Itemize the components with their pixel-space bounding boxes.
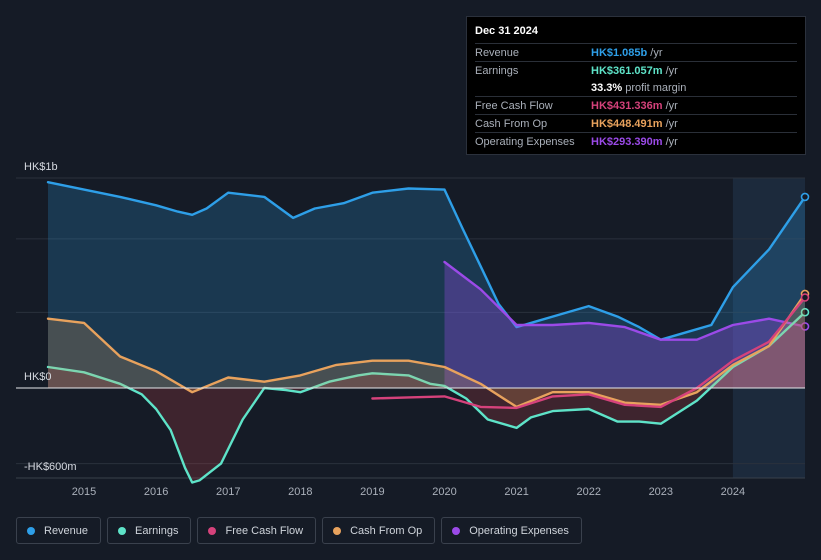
- legend: Revenue Earnings Free Cash Flow Cash Fro…: [16, 517, 582, 544]
- tooltip-row-earnings: Earnings HK$361.057m /yr: [475, 61, 797, 79]
- legend-free-cash-flow[interactable]: Free Cash Flow: [197, 517, 317, 544]
- x-tick-label: 2022: [576, 486, 600, 498]
- legend-dot-icon: [452, 526, 461, 535]
- revenue-line: [46, 181, 807, 341]
- legend-label: Earnings: [135, 524, 179, 537]
- x-tick-label: 2016: [144, 486, 168, 498]
- tooltip-date: Dec 31 2024: [475, 25, 538, 37]
- legend-cash-from-op[interactable]: Cash From Op: [322, 517, 436, 544]
- tooltip-value: HK$448.491m: [591, 117, 663, 130]
- x-tick-label: 2020: [432, 486, 456, 498]
- x-tick-label: 2024: [721, 486, 745, 498]
- tooltip-unit: /yr: [665, 117, 678, 130]
- legend-dot-icon: [333, 526, 342, 535]
- operating-expenses-line: [443, 260, 807, 341]
- x-tick-label: 2017: [216, 486, 240, 498]
- tooltip-label: Earnings: [475, 64, 519, 77]
- earnings-line: [46, 311, 807, 484]
- tooltip-unit: /yr: [650, 46, 663, 59]
- legend-earnings[interactable]: Earnings: [107, 517, 192, 544]
- tooltip-label: Cash From Op: [475, 117, 548, 130]
- tooltip-unit: /yr: [665, 99, 678, 112]
- tooltip-label: Free Cash Flow: [475, 99, 553, 112]
- legend-dot-icon: [27, 526, 35, 535]
- tooltip-row-cfo: Cash From Op HK$448.491m /yr: [475, 114, 797, 132]
- earnings-area: [48, 312, 805, 483]
- operating-expenses-end-point: [800, 322, 810, 331]
- revenue-area: [48, 182, 805, 388]
- legend-label: Operating Expenses: [469, 524, 569, 537]
- free-cash-flow-end-point: [800, 293, 810, 302]
- tooltip-unit: /yr: [665, 135, 678, 148]
- tooltip-value: HK$293.390m: [591, 135, 663, 148]
- y-axis-label: HK$1b: [24, 161, 58, 173]
- legend-label: Revenue: [44, 524, 89, 537]
- tooltip-label: Revenue: [475, 46, 520, 59]
- tooltip-value: HK$361.057m: [591, 64, 663, 77]
- earnings-end-point: [800, 307, 810, 317]
- x-tick-label: 2015: [72, 486, 96, 498]
- tooltip-row-revenue: Revenue HK$1.085b /yr: [475, 43, 797, 61]
- tooltip-row-fcf: Free Cash Flow HK$431.336m /yr: [475, 96, 797, 114]
- tooltip-value: 33.3%: [591, 81, 623, 94]
- free-cash-flow-line: [371, 296, 807, 410]
- highlight-band: [732, 178, 805, 478]
- tooltip-unit: profit margin: [625, 81, 687, 94]
- tooltip-row-margin: 33.3% profit margin: [475, 79, 797, 96]
- chart: HK$1b HK$0 -HK$600m 2015 2016 2017 2018 2019 202…: [16, 161, 810, 498]
- y-axis-label: -HK$600m: [24, 461, 77, 473]
- tooltip-value: HK$431.336m: [591, 99, 663, 112]
- x-tick-label: 2023: [649, 486, 673, 498]
- x-tick-label: 2021: [504, 486, 528, 498]
- tooltip-value: HK$1.085b: [591, 46, 648, 59]
- legend-dot-icon: [208, 526, 217, 535]
- x-tick-label: 2018: [288, 486, 312, 498]
- legend-label: Free Cash Flow: [225, 524, 304, 537]
- tooltip-unit: /yr: [665, 64, 678, 77]
- y-axis-label: HK$0: [24, 371, 52, 383]
- legend-revenue[interactable]: Revenue: [16, 517, 102, 544]
- tooltip-label: Operating Expenses: [475, 135, 575, 148]
- operating-expenses-area: [444, 262, 805, 388]
- x-tick-label: 2019: [360, 486, 384, 498]
- legend-label: Cash From Op: [350, 524, 423, 537]
- tooltip-row-opex: Operating Expenses HK$293.390m /yr: [475, 132, 797, 150]
- tooltip: Dec 31 2024 Revenue HK$1.085b /yr Earnin…: [466, 16, 806, 155]
- legend-operating-expenses[interactable]: Operating Expenses: [441, 517, 582, 544]
- revenue-end-point: [800, 192, 810, 202]
- legend-dot-icon: [118, 526, 127, 535]
